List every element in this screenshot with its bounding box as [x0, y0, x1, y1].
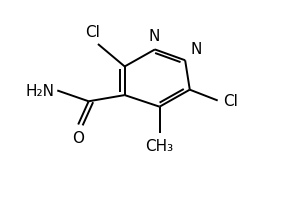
Text: Cl: Cl	[85, 25, 100, 40]
Text: O: O	[72, 130, 84, 145]
Text: CH₃: CH₃	[146, 138, 174, 153]
Text: H₂N: H₂N	[26, 84, 55, 98]
Text: N: N	[191, 42, 202, 57]
Text: N: N	[148, 29, 159, 44]
Text: Cl: Cl	[224, 94, 238, 108]
